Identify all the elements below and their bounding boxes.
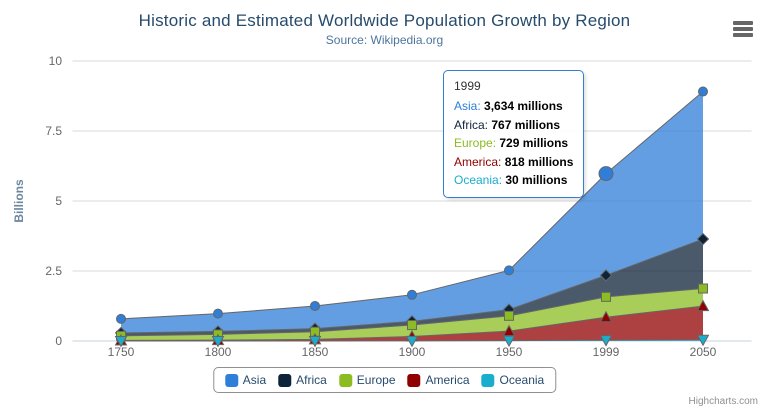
x-axis-label: 1950 (496, 345, 523, 359)
y-axis-label: 7.5 (45, 124, 62, 138)
marker-oceania-1950[interactable] (502, 335, 516, 348)
x-axis-label: 1750 (108, 345, 135, 359)
marker-oceania-1999[interactable] (599, 335, 613, 347)
marker-america-2050[interactable] (696, 299, 710, 312)
x-axis-label: 1850 (302, 345, 329, 359)
legend-symbol-africa (278, 373, 292, 387)
legend-label: America (425, 373, 470, 387)
marker-europe-1900[interactable] (407, 320, 417, 331)
legend-item-oceania[interactable]: Oceania (481, 373, 545, 387)
marker-africa-2050[interactable] (696, 232, 710, 246)
export-menu-button[interactable] (730, 18, 756, 40)
legend-symbol-asia (224, 373, 238, 387)
series-name: Asia: (454, 99, 485, 113)
tooltip-row-asia: Asia: 3,634 millions (454, 97, 573, 116)
marker-oceania-1750[interactable] (114, 335, 128, 348)
credits-link[interactable]: Highcharts.com (688, 396, 758, 407)
series-name: Europe: (454, 136, 500, 150)
area-band-america[interactable] (121, 306, 703, 341)
marker-oceania-1900[interactable] (405, 335, 419, 348)
legend-symbol-europe (338, 373, 352, 387)
marker-africa-1999[interactable] (599, 269, 613, 282)
x-axis-label: 2050 (690, 345, 717, 359)
hamburger-icon (733, 21, 753, 37)
y-axis-label: 10 (49, 54, 63, 68)
marker-europe-2050[interactable] (698, 283, 708, 294)
tooltip-header: 1999 (454, 79, 481, 93)
marker-europe-1950[interactable] (504, 310, 514, 321)
legend-item-america[interactable]: America (407, 373, 470, 387)
marker-asia-1750[interactable] (116, 313, 126, 324)
marker-asia-2050[interactable] (698, 86, 708, 97)
series-value: 818 millions (504, 154, 574, 169)
x-axis-label: 1800 (205, 345, 232, 359)
y-axis-label: 2.5 (45, 264, 62, 278)
legend-label: Asia (242, 373, 267, 387)
tooltip-row-africa: Africa: 767 millions (454, 116, 573, 135)
tooltip-row-america: America: 818 millions (454, 153, 573, 172)
series-value: 767 millions (491, 117, 561, 132)
chart-title: Historic and Estimated Worldwide Populat… (138, 11, 631, 30)
legend-symbol-oceania (481, 373, 495, 387)
legend-symbol-america (407, 373, 421, 387)
chart-subtitle: Source: Wikipedia.org (325, 33, 444, 47)
marker-asia-1900[interactable] (407, 289, 417, 300)
legend-item-asia[interactable]: Asia (224, 373, 267, 387)
area-band-asia[interactable] (121, 91, 703, 333)
series-value: 729 millions (499, 136, 569, 150)
tooltip-row-oceania: Oceania: 30 millions (454, 171, 573, 190)
legend-item-europe[interactable]: Europe (338, 373, 396, 387)
x-axis-label: 1999 (593, 345, 620, 359)
marker-asia-1999[interactable] (598, 166, 614, 182)
legend-label: Africa (296, 373, 327, 387)
series-value: 30 millions (505, 173, 568, 187)
legend: Asia Africa Europe America Oceania (212, 367, 557, 393)
tooltip: 1999 Asia: 3,634 millions Africa: 767 mil… (443, 70, 585, 198)
y-axis-label: 5 (55, 194, 62, 208)
marker-asia-1850[interactable] (310, 300, 320, 311)
y-axis-title: Billions (12, 179, 26, 223)
area-band-africa[interactable] (121, 239, 703, 336)
series-name: Oceania: (454, 173, 506, 187)
marker-oceania-1800[interactable] (211, 335, 225, 348)
marker-oceania-2050[interactable] (696, 334, 710, 347)
series-value: 3,634 millions (484, 99, 563, 113)
marker-europe-1999[interactable] (601, 291, 611, 302)
tooltip-row-europe: Europe: 729 millions (454, 134, 573, 153)
legend-item-africa[interactable]: Africa (278, 373, 327, 387)
marker-america-1999[interactable] (599, 310, 613, 323)
marker-oceania-1850[interactable] (308, 335, 322, 348)
series-name: America: (454, 154, 505, 169)
marker-asia-1800[interactable] (213, 308, 223, 319)
tooltip-rows: Asia: 3,634 millions Africa: 767 millions… (454, 97, 573, 190)
legend-label: Europe (356, 373, 396, 387)
legend-label: Oceania (499, 373, 545, 387)
y-axis-label: 0 (55, 334, 62, 348)
marker-asia-1950[interactable] (504, 265, 514, 276)
series-name: Africa: (454, 117, 492, 132)
x-axis-label: 1900 (399, 345, 426, 359)
